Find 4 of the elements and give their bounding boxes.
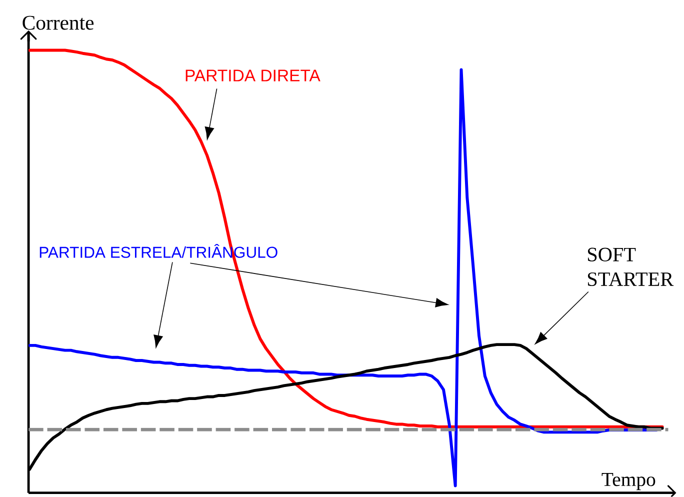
x-axis-title: Tempo — [602, 473, 656, 490]
y-axis-title: Corrente — [22, 16, 94, 30]
text: SOFT STARTER — [588, 248, 674, 286]
series-label: PARTIDA DIRETA — [186, 70, 320, 82]
